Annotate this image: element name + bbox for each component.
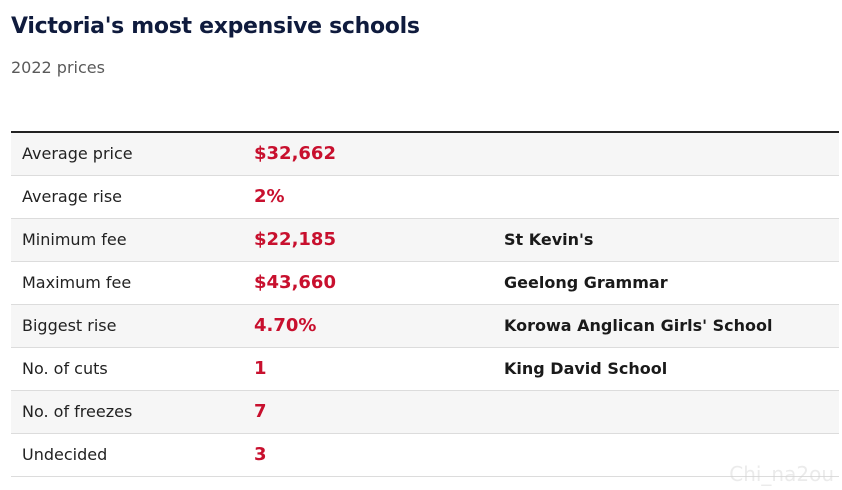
row-school	[504, 132, 839, 176]
page-subtitle: 2022 prices	[11, 58, 105, 77]
row-school: King David School	[504, 347, 839, 391]
watermark: Chi_na2ou	[729, 462, 834, 486]
row-value: 7	[254, 390, 504, 434]
row-label: Undecided	[11, 433, 254, 477]
table-row-undecided: Undecided 3	[11, 433, 839, 477]
row-label: Average price	[11, 132, 254, 176]
row-value: $43,660	[254, 261, 504, 305]
row-label: No. of cuts	[11, 347, 254, 391]
row-label: No. of freezes	[11, 390, 254, 434]
row-label: Average rise	[11, 175, 254, 219]
school-fees-table: Average price $32,662 Average rise 2% Mi…	[11, 131, 839, 477]
row-label: Maximum fee	[11, 261, 254, 305]
page-title: Victoria's most expensive schools	[11, 14, 420, 39]
row-school: Geelong Grammar	[504, 261, 839, 305]
table-row-average-rise: Average rise 2%	[11, 175, 839, 219]
row-value: 4.70%	[254, 304, 504, 348]
row-value: $22,185	[254, 218, 504, 262]
table-row-no-of-freezes: No. of freezes 7	[11, 390, 839, 434]
row-value: 2%	[254, 175, 504, 219]
table-row-average-price: Average price $32,662	[11, 132, 839, 176]
row-school: Korowa Anglican Girls' School	[504, 304, 839, 348]
row-school	[504, 390, 839, 434]
row-label: Biggest rise	[11, 304, 254, 348]
row-value: 1	[254, 347, 504, 391]
table-row-biggest-rise: Biggest rise 4.70% Korowa Anglican Girls…	[11, 304, 839, 348]
table-row-minimum-fee: Minimum fee $22,185 St Kevin's	[11, 218, 839, 262]
row-school	[504, 175, 839, 219]
row-value: $32,662	[254, 132, 504, 176]
table-row-maximum-fee: Maximum fee $43,660 Geelong Grammar	[11, 261, 839, 305]
row-school	[504, 433, 839, 477]
row-school: St Kevin's	[504, 218, 839, 262]
row-value: 3	[254, 433, 504, 477]
row-label: Minimum fee	[11, 218, 254, 262]
table-row-no-of-cuts: No. of cuts 1 King David School	[11, 347, 839, 391]
